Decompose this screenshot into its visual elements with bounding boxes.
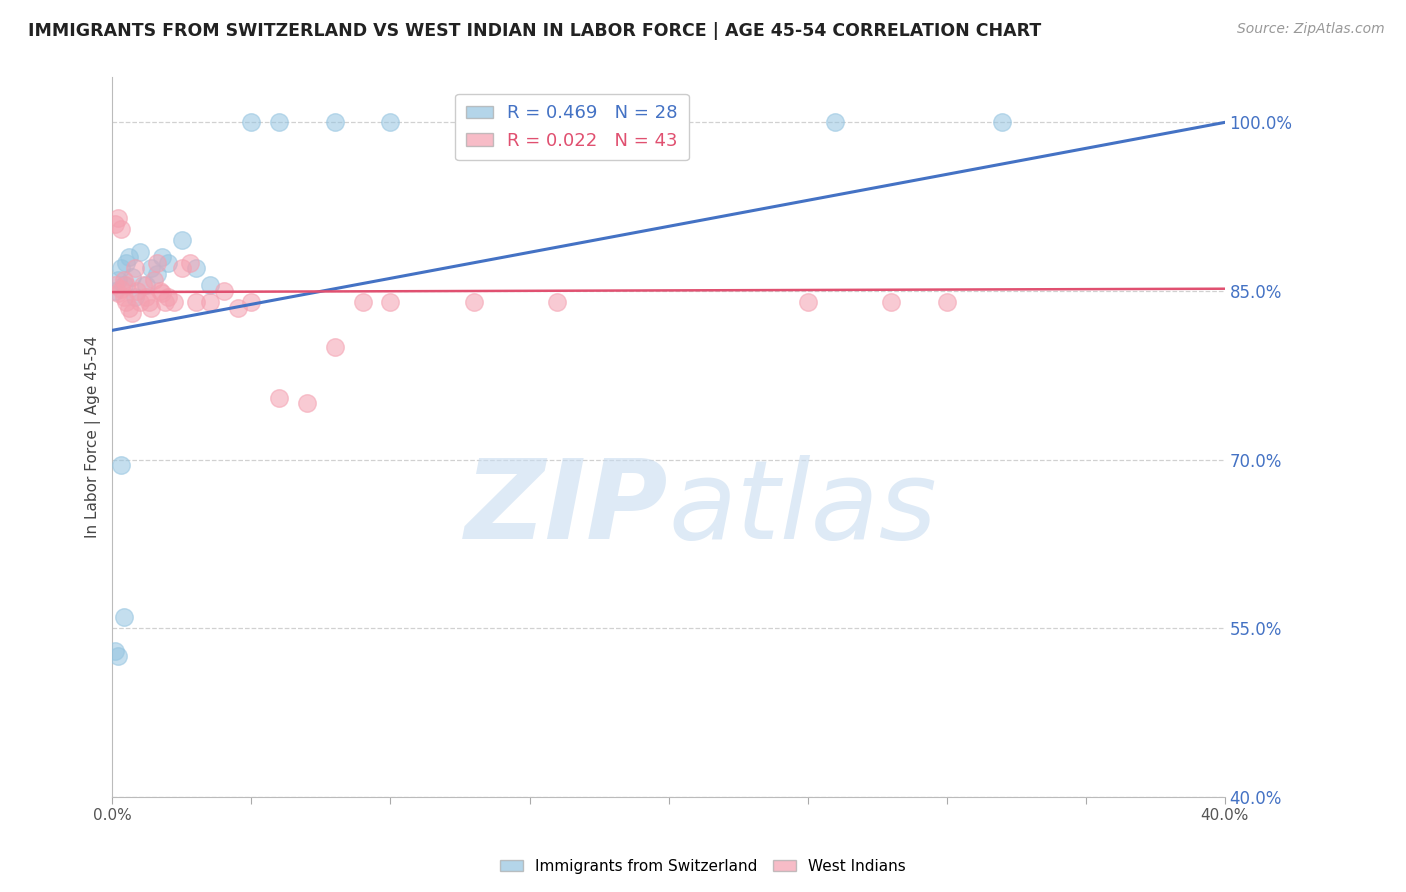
Point: [226, 301, 249, 315]
Point: [107, 649, 129, 664]
Point: [170, 233, 193, 247]
Text: atlas: atlas: [669, 456, 938, 563]
Point: [112, 289, 135, 303]
Point: [152, 286, 174, 301]
Legend: R = 0.469   N = 28, R = 0.022   N = 43: R = 0.469 N = 28, R = 0.022 N = 43: [456, 94, 689, 161]
Point: [118, 301, 141, 315]
Point: [380, 115, 402, 129]
Point: [104, 643, 127, 657]
Point: [824, 115, 846, 129]
Point: [198, 295, 221, 310]
Point: [121, 270, 143, 285]
Point: [115, 256, 138, 270]
Point: [184, 261, 207, 276]
Text: Source: ZipAtlas.com: Source: ZipAtlas.com: [1237, 22, 1385, 37]
Point: [574, 115, 596, 129]
Point: [880, 295, 903, 310]
Point: [796, 295, 818, 310]
Point: [112, 610, 135, 624]
Point: [146, 256, 169, 270]
Point: [115, 278, 138, 293]
Point: [463, 295, 485, 310]
Point: [352, 295, 374, 310]
Point: [162, 295, 184, 310]
Point: [179, 256, 201, 270]
Point: [295, 396, 318, 410]
Point: [380, 295, 402, 310]
Point: [323, 115, 346, 129]
Point: [112, 273, 135, 287]
Point: [184, 295, 207, 310]
Point: [110, 282, 132, 296]
Point: [935, 295, 957, 310]
Point: [138, 295, 160, 310]
Point: [991, 115, 1014, 129]
Point: [110, 222, 132, 236]
Point: [107, 211, 129, 225]
Point: [141, 261, 163, 276]
Text: IMMIGRANTS FROM SWITZERLAND VS WEST INDIAN IN LABOR FORCE | AGE 45-54 CORRELATIO: IMMIGRANTS FROM SWITZERLAND VS WEST INDI…: [28, 22, 1042, 40]
Point: [240, 115, 263, 129]
Point: [157, 256, 180, 270]
Point: [129, 244, 152, 259]
Point: [155, 295, 177, 310]
Point: [240, 295, 263, 310]
Point: [269, 115, 291, 129]
Point: [121, 306, 143, 320]
Point: [107, 273, 129, 287]
Point: [198, 278, 221, 293]
Point: [115, 295, 138, 310]
Y-axis label: In Labor Force | Age 45-54: In Labor Force | Age 45-54: [86, 336, 101, 538]
Point: [135, 278, 157, 293]
Point: [323, 340, 346, 354]
Point: [118, 250, 141, 264]
Point: [104, 284, 127, 298]
Point: [104, 217, 127, 231]
Point: [129, 295, 152, 310]
Point: [124, 289, 146, 303]
Point: [149, 284, 172, 298]
Text: ZIP: ZIP: [465, 456, 669, 563]
Point: [269, 391, 291, 405]
Point: [110, 261, 132, 276]
Point: [157, 289, 180, 303]
Point: [170, 261, 193, 276]
Point: [112, 278, 135, 293]
Point: [152, 250, 174, 264]
Point: [141, 301, 163, 315]
Point: [135, 289, 157, 303]
Point: [146, 267, 169, 281]
Point: [143, 273, 166, 287]
Point: [132, 278, 155, 293]
Point: [212, 284, 235, 298]
Point: [104, 278, 127, 293]
Point: [546, 295, 568, 310]
Point: [107, 286, 129, 301]
Point: [110, 458, 132, 472]
Point: [127, 284, 149, 298]
Legend: Immigrants from Switzerland, West Indians: Immigrants from Switzerland, West Indian…: [494, 853, 912, 880]
Point: [124, 261, 146, 276]
